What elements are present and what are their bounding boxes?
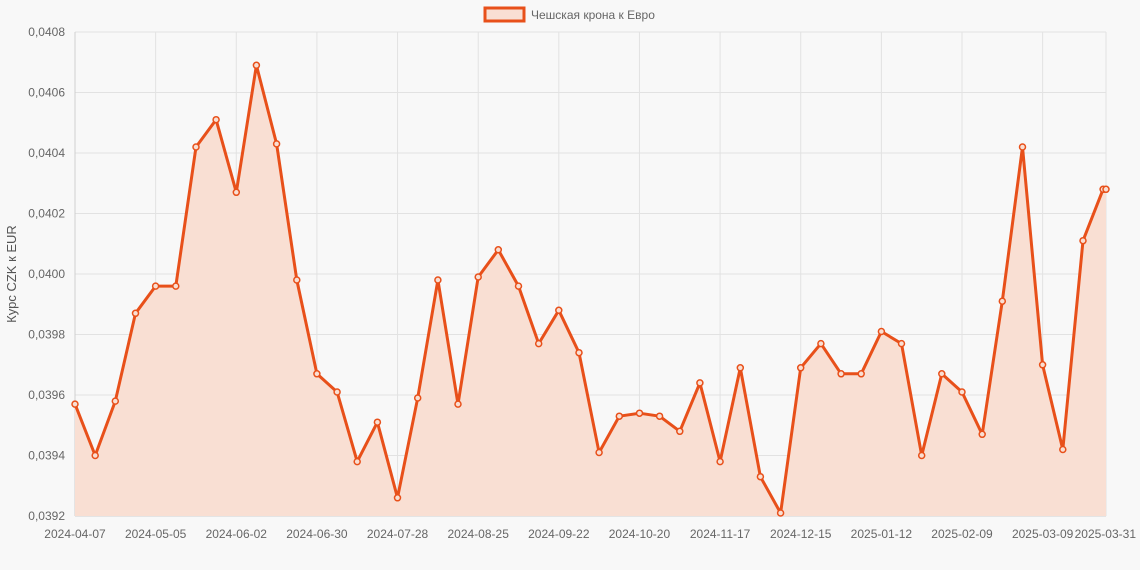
data-point[interactable]	[494, 246, 503, 254]
y-tick-label: 0,0404	[28, 146, 65, 160]
data-point[interactable]	[353, 457, 361, 466]
data-point[interactable]	[151, 282, 160, 290]
area-fill-layer	[75, 65, 1106, 517]
data-point[interactable]	[272, 140, 281, 148]
data-point[interactable]	[635, 409, 644, 417]
data-point[interactable]	[333, 388, 341, 396]
data-point[interactable]	[232, 188, 241, 197]
data-point[interactable]	[857, 370, 865, 378]
y-tick-label: 0,0394	[28, 449, 65, 463]
data-point[interactable]	[716, 457, 724, 466]
data-point[interactable]	[938, 370, 946, 378]
data-point[interactable]	[111, 397, 120, 405]
data-point[interactable]	[373, 418, 382, 426]
data-point[interactable]	[1059, 445, 1067, 454]
x-tick-label: 2024-05-05	[125, 527, 187, 541]
data-point[interactable]	[534, 339, 543, 348]
data-point[interactable]	[575, 348, 583, 357]
data-point[interactable]	[91, 451, 99, 460]
x-tick-label: 2024-04-07	[44, 527, 106, 541]
y-tick-label: 0,0408	[28, 25, 65, 39]
x-tick-label: 2024-09-22	[528, 527, 590, 541]
y-tick-label: 0,0392	[28, 509, 65, 523]
data-point[interactable]	[897, 339, 906, 348]
data-point[interactable]	[514, 282, 523, 290]
data-point[interactable]	[454, 400, 462, 408]
x-tick-label: 2024-06-30	[286, 527, 348, 541]
x-tick-label: 2024-12-15	[770, 527, 832, 541]
data-point[interactable]	[71, 400, 79, 408]
data-point[interactable]	[1038, 361, 1047, 369]
x-tick-label: 2025-02-09	[931, 527, 993, 541]
y-axis-title: Курс CZK к EUR	[4, 225, 19, 323]
data-point[interactable]	[252, 61, 261, 70]
x-axis: 2024-04-07 2024-05-05 2024-06-02 2024-06-30…	[44, 527, 1136, 541]
data-point[interactable]	[313, 370, 321, 378]
data-point[interactable]	[998, 297, 1007, 305]
data-point[interactable]	[192, 143, 200, 151]
legend-swatch[interactable]	[483, 6, 526, 23]
data-point[interactable]	[978, 430, 986, 439]
data-point[interactable]	[736, 364, 745, 372]
data-point[interactable]	[1079, 236, 1087, 245]
x-tick-label: 2025-01-12	[851, 527, 913, 541]
data-point[interactable]	[555, 306, 563, 315]
data-point[interactable]	[917, 451, 926, 460]
data-point[interactable]	[393, 494, 402, 502]
data-points	[71, 61, 1110, 517]
data-point[interactable]	[877, 327, 886, 336]
data-point[interactable]	[655, 412, 664, 420]
data-point[interactable]	[293, 276, 301, 284]
x-tick-label: 2025-03-31	[1075, 527, 1137, 541]
data-point[interactable]	[434, 276, 442, 284]
data-point[interactable]	[696, 379, 704, 387]
legend[interactable]: Чешская крона к Евро	[483, 6, 655, 23]
data-point[interactable]	[474, 273, 482, 281]
data-point[interactable]	[615, 412, 624, 420]
data-point[interactable]	[837, 370, 845, 378]
data-point[interactable]	[172, 282, 180, 290]
data-point[interactable]	[212, 115, 220, 124]
y-tick-label: 0,0400	[28, 267, 65, 281]
y-tick-label: 0,0402	[28, 207, 65, 221]
data-point[interactable]	[796, 364, 805, 372]
x-tick-label: 2025-03-09	[1012, 527, 1074, 541]
data-point[interactable]	[1102, 185, 1110, 194]
x-tick-label: 2024-08-25	[447, 527, 509, 541]
data-point[interactable]	[817, 339, 825, 348]
data-point[interactable]	[413, 394, 422, 402]
series-area	[75, 65, 1106, 517]
data-point[interactable]	[1018, 143, 1027, 151]
data-point[interactable]	[595, 448, 603, 457]
data-point[interactable]	[776, 509, 785, 517]
data-point[interactable]	[676, 427, 684, 436]
x-tick-label: 2024-10-20	[609, 527, 671, 541]
x-tick-label: 2024-07-28	[367, 527, 429, 541]
y-tick-label: 0,0398	[28, 328, 65, 342]
data-point[interactable]	[131, 309, 140, 318]
x-tick-label: 2024-11-17	[690, 527, 751, 541]
y-tick-label: 0,0406	[28, 86, 65, 100]
x-tick-label: 2024-06-02	[206, 527, 268, 541]
y-tick-label: 0,0396	[28, 388, 65, 402]
y-axis: 0,0392 0,0394 0,0396 0,0398 0,0400 0,0402 0,04…	[28, 25, 65, 523]
data-point[interactable]	[958, 388, 966, 396]
data-point[interactable]	[756, 472, 765, 481]
legend-label[interactable]: Чешская крона к Евро	[531, 8, 655, 22]
